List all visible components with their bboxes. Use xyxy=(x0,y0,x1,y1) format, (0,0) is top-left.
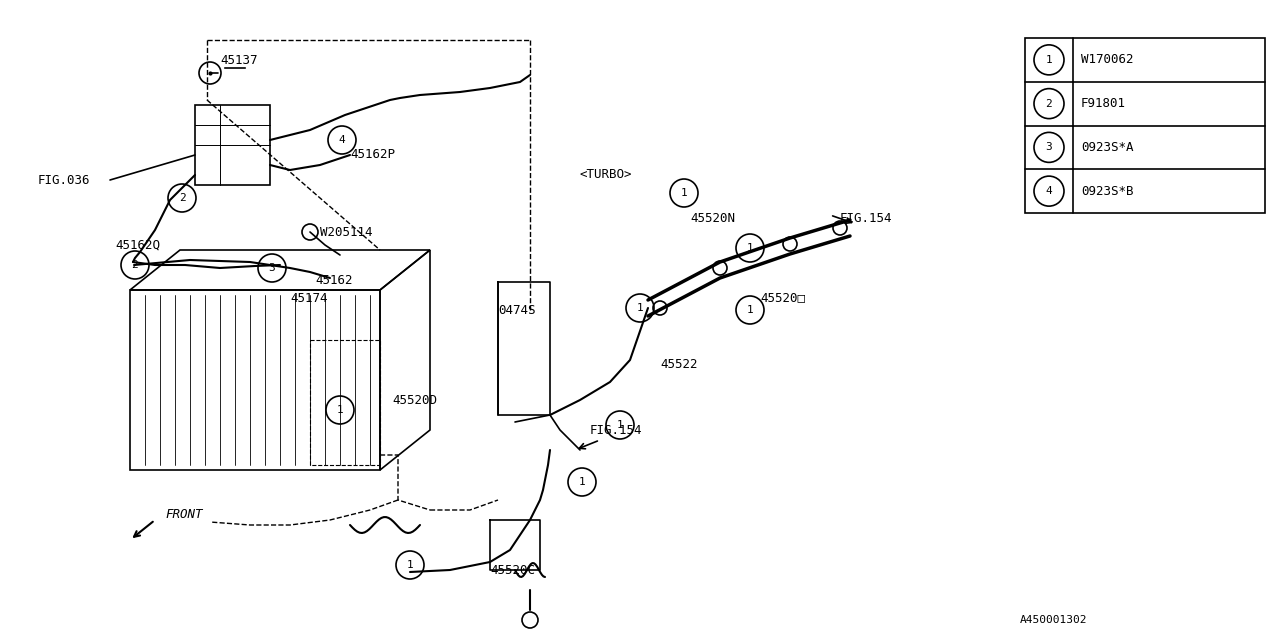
Bar xyxy=(1025,38,1265,213)
Text: 1: 1 xyxy=(746,305,754,315)
Text: FIG.036: FIG.036 xyxy=(38,173,91,186)
Text: FIG.154: FIG.154 xyxy=(590,424,643,436)
Text: FIG.154: FIG.154 xyxy=(840,211,892,225)
Text: 45520N: 45520N xyxy=(690,211,735,225)
Text: 45174: 45174 xyxy=(291,291,328,305)
Text: 1: 1 xyxy=(681,188,687,198)
Text: 1: 1 xyxy=(337,405,343,415)
Text: 1: 1 xyxy=(407,560,413,570)
Text: W170062: W170062 xyxy=(1082,53,1134,67)
Text: 45520D: 45520D xyxy=(392,394,436,406)
Text: 4: 4 xyxy=(1046,186,1052,196)
Text: 45137: 45137 xyxy=(220,54,257,67)
Text: 0923S*B: 0923S*B xyxy=(1082,184,1134,198)
Text: FRONT: FRONT xyxy=(165,509,202,522)
Text: 0923S*A: 0923S*A xyxy=(1082,141,1134,154)
Text: 1: 1 xyxy=(636,303,644,313)
Text: 2: 2 xyxy=(179,193,186,203)
Text: 0474S: 0474S xyxy=(498,303,535,317)
Text: 45162: 45162 xyxy=(315,273,352,287)
Text: W205114: W205114 xyxy=(320,225,372,239)
Text: <TURBO>: <TURBO> xyxy=(580,168,632,182)
Text: 45162P: 45162P xyxy=(349,148,396,161)
Text: 3: 3 xyxy=(269,263,275,273)
Text: 45520□: 45520□ xyxy=(760,291,805,305)
Text: 1: 1 xyxy=(746,243,754,253)
Text: 1: 1 xyxy=(1046,55,1052,65)
Text: F91801: F91801 xyxy=(1082,97,1126,110)
Text: 45522: 45522 xyxy=(660,358,698,371)
Text: 1: 1 xyxy=(579,477,585,487)
Text: 2: 2 xyxy=(132,260,138,270)
Text: 4: 4 xyxy=(339,135,346,145)
Text: 2: 2 xyxy=(1046,99,1052,109)
Text: A450001302: A450001302 xyxy=(1020,615,1088,625)
Text: 45162Q: 45162Q xyxy=(115,239,160,252)
Text: 3: 3 xyxy=(1046,142,1052,152)
Text: 45520C: 45520C xyxy=(490,563,535,577)
Text: 1: 1 xyxy=(617,420,623,430)
